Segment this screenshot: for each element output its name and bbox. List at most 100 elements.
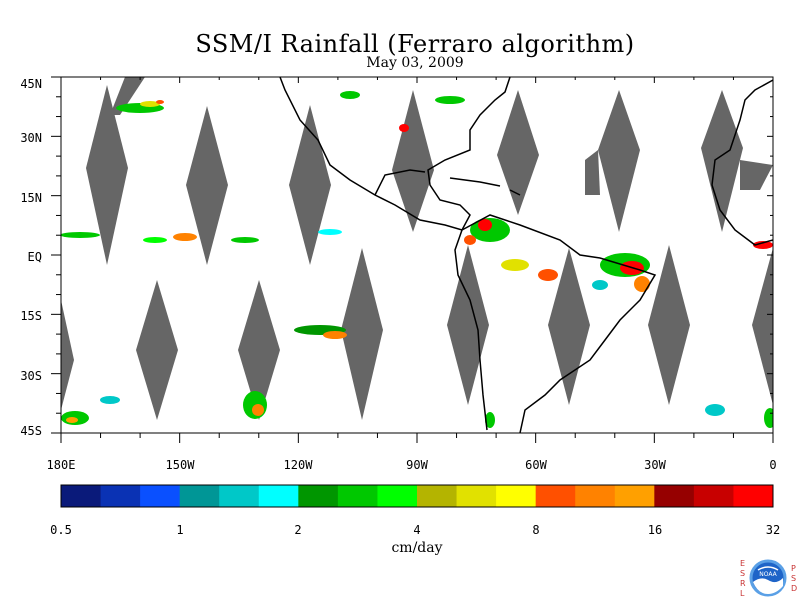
colorbar-segment bbox=[61, 485, 102, 507]
rain-patch bbox=[323, 331, 347, 339]
noaa-esrl-psd-logo: E S R L P S D NOAA bbox=[740, 559, 797, 598]
no-data-swaths bbox=[61, 77, 773, 420]
rain-patch bbox=[340, 91, 360, 99]
lat-label-30s: 30S bbox=[20, 369, 42, 383]
no-data-swath bbox=[341, 248, 383, 420]
coastline-gulf bbox=[374, 169, 426, 196]
noaa-emblem-text: NOAA bbox=[759, 571, 777, 578]
no-data-swath bbox=[585, 150, 600, 195]
lon-label-120w: 120W bbox=[284, 458, 314, 472]
rain-patch bbox=[538, 269, 558, 281]
colorbar bbox=[61, 485, 774, 507]
no-data-swath bbox=[548, 248, 590, 405]
colorbar-segment bbox=[179, 485, 220, 507]
lon-label-90w: 90W bbox=[406, 458, 428, 472]
rain-patch bbox=[478, 219, 492, 231]
logo-letter: D bbox=[791, 584, 797, 593]
lat-label-45s: 45S bbox=[20, 424, 42, 438]
lat-label-30n: 30N bbox=[20, 131, 42, 145]
rain-patch bbox=[231, 237, 259, 243]
map-plot-area bbox=[60, 76, 774, 434]
lat-label-15n: 15N bbox=[20, 191, 42, 205]
coastline-north-america bbox=[279, 77, 511, 231]
no-data-swath bbox=[392, 90, 434, 232]
no-data-swath bbox=[61, 300, 74, 410]
map-date: May 03, 2009 bbox=[366, 55, 464, 71]
no-data-swath bbox=[701, 90, 743, 232]
rain-patch bbox=[705, 404, 725, 416]
colorbar-segment bbox=[535, 485, 576, 507]
rain-patch bbox=[399, 124, 409, 132]
colorbar-segment bbox=[417, 485, 458, 507]
logo-letter: E bbox=[740, 559, 745, 568]
colorbar-segment bbox=[693, 485, 734, 507]
coastline-caribbean bbox=[449, 177, 521, 196]
rain-patch bbox=[143, 237, 167, 243]
rain-patch bbox=[464, 235, 476, 245]
colorbar-tick-labels: 0.5 1 2 4 8 16 32 bbox=[50, 523, 780, 537]
rain-patch bbox=[66, 417, 78, 423]
lon-label-180e: 180E bbox=[47, 458, 76, 472]
rain-patch bbox=[501, 259, 529, 271]
no-data-swath bbox=[598, 90, 640, 232]
latitude-labels: 45N 30N 15N EQ 15S 30S 45S bbox=[20, 77, 42, 438]
logo-letter: R bbox=[740, 579, 746, 588]
rain-patch bbox=[592, 280, 608, 290]
lon-label-0: 0 bbox=[769, 458, 776, 472]
rain-patch bbox=[435, 96, 465, 104]
colorbar-segment bbox=[337, 485, 378, 507]
colorbar-segment bbox=[258, 485, 299, 507]
colorbar-segment bbox=[377, 485, 418, 507]
colorbar-label: 32 bbox=[766, 523, 780, 537]
no-data-swath bbox=[740, 160, 773, 190]
colorbar-label: 0.5 bbox=[50, 523, 72, 537]
lon-label-30w: 30W bbox=[644, 458, 666, 472]
no-data-swath bbox=[110, 77, 145, 115]
colorbar-label: 2 bbox=[294, 523, 301, 537]
rain-patch bbox=[100, 396, 120, 404]
rain-patch bbox=[173, 233, 197, 241]
colorbar-units: cm/day bbox=[391, 540, 443, 556]
colorbar-segment bbox=[496, 485, 537, 507]
rain-patch bbox=[61, 232, 100, 238]
no-data-swath bbox=[497, 90, 539, 215]
no-data-swath bbox=[136, 280, 178, 420]
no-data-swath bbox=[752, 248, 773, 405]
rain-patch bbox=[140, 101, 160, 107]
colorbar-segment bbox=[140, 485, 181, 507]
lon-label-150w: 150W bbox=[166, 458, 196, 472]
esrl-letters: E S R L bbox=[740, 559, 746, 598]
rain-patch bbox=[764, 408, 773, 428]
logo-letter: S bbox=[791, 574, 796, 583]
psd-letters: P S D bbox=[791, 564, 797, 593]
colorbar-label: 8 bbox=[532, 523, 539, 537]
no-data-swath bbox=[648, 245, 690, 405]
colorbar-segment bbox=[575, 485, 616, 507]
noaa-emblem-icon: NOAA bbox=[749, 559, 787, 597]
colorbar-segment bbox=[219, 485, 260, 507]
colorbar-segment bbox=[298, 485, 339, 507]
logo-letter: L bbox=[740, 589, 745, 598]
colorbar-segment bbox=[614, 485, 655, 507]
lat-label-45n: 45N bbox=[20, 77, 42, 91]
rain-patch bbox=[156, 100, 164, 104]
no-data-swath bbox=[186, 106, 228, 265]
colorbar-segment bbox=[733, 485, 774, 507]
rain-patch bbox=[252, 404, 264, 416]
rain-patch bbox=[634, 276, 650, 292]
logo-letter: S bbox=[740, 569, 745, 578]
lat-label-eq: EQ bbox=[28, 250, 42, 264]
lon-label-60w: 60W bbox=[525, 458, 547, 472]
no-data-swath bbox=[447, 245, 489, 405]
colorbar-label: 4 bbox=[413, 523, 420, 537]
lat-label-15s: 15S bbox=[20, 309, 42, 323]
coastlines bbox=[279, 77, 773, 433]
axis-ticks bbox=[51, 76, 774, 443]
logo-letter: P bbox=[791, 564, 796, 573]
map-title: SSM/I Rainfall (Ferraro algorithm) bbox=[195, 30, 635, 58]
coastline-south-america bbox=[454, 214, 657, 433]
rain-patch bbox=[318, 229, 342, 235]
no-data-swath bbox=[86, 85, 128, 265]
rain-patch bbox=[485, 412, 495, 428]
